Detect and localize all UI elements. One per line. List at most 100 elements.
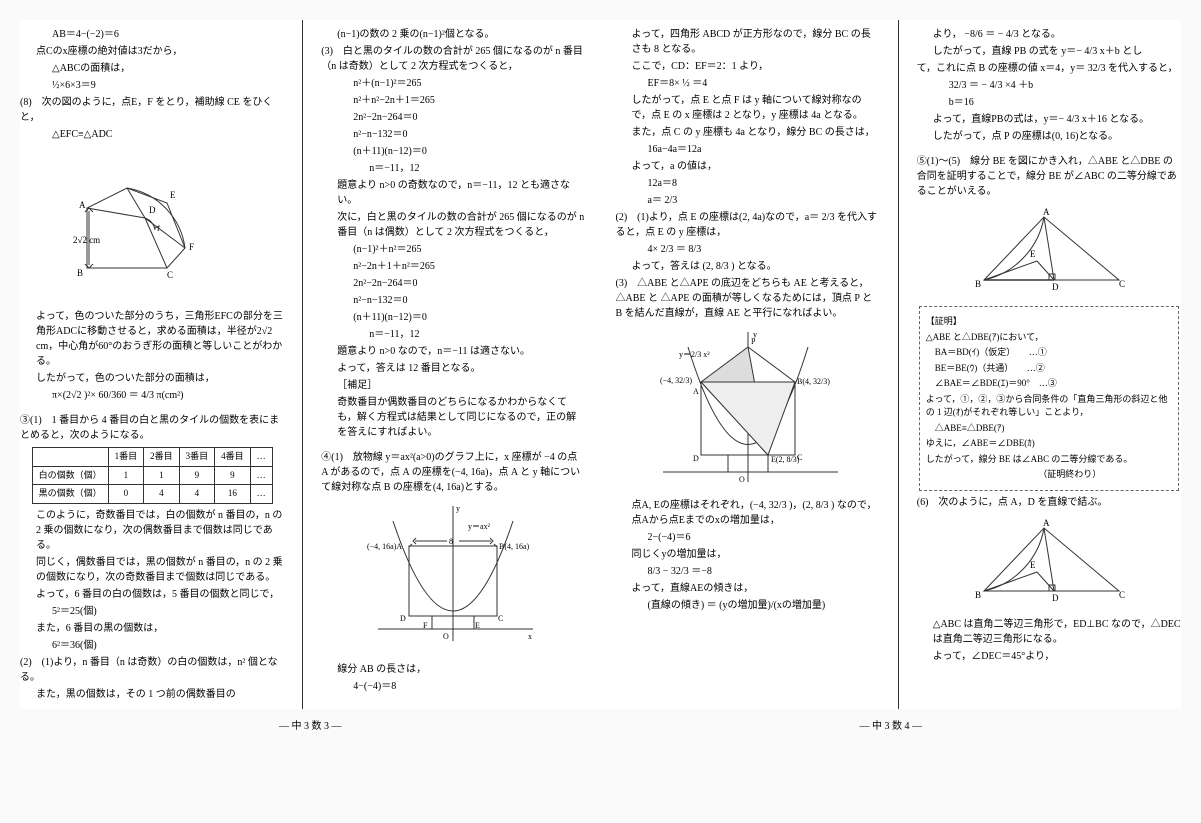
text-line: 2−(−4)＝6 <box>616 530 880 545</box>
text-line: 12a＝8 <box>616 176 880 191</box>
text-line: (n−1)の数の 2 乗の(n−1)²個となる。 <box>321 27 585 42</box>
text-line: b＝16 <box>917 95 1181 110</box>
text-line: よって，直線PBの式は，y＝− 4/3 x＋16 となる。 <box>917 112 1181 127</box>
text-line: n²−2n＋1＋n²＝265 <box>321 259 585 274</box>
svg-text:C: C <box>1119 279 1125 289</box>
text-line: よって，答えは (2, 8/3 ) となる。 <box>616 259 880 274</box>
text-line: a＝ 2/3 <box>616 193 880 208</box>
text-line: n²−n−132＝0 <box>321 127 585 142</box>
table-header-cell: 3番目 <box>179 448 215 467</box>
text-line: したがって，直線 PB の式を y＝− 4/3 x＋b とし <box>917 44 1181 59</box>
svg-text:D: D <box>693 454 699 463</box>
text-line: (8) 次の図のように，点E，F をとり，補助線 CE をひくと， <box>20 95 284 125</box>
table-cell: 4 <box>179 485 215 504</box>
text-line: したがって，点 P の座標は(0, 16)となる。 <box>917 129 1181 144</box>
fig-q5-triangle-1: A B C D E <box>917 205 1181 300</box>
text-line: (3) △ABE と△APE の底辺をどちらも AE と考えると，△ABE と … <box>616 276 880 321</box>
text-line: n＝−11，12 <box>321 161 585 176</box>
text-line: ½×6×3＝9 <box>20 78 284 93</box>
proof-line: ∠BAE＝∠BDE(ｴ)＝90° …③ <box>926 377 1172 391</box>
table-cell: 9 <box>179 466 215 485</box>
text-line: また，点 C の y 座標も 4a となり，線分 BC の長さは， <box>616 125 880 140</box>
text-line: より， −8/6 ＝ − 4/3 となる。 <box>917 27 1181 42</box>
svg-text:y＝2/3 x²: y＝2/3 x² <box>679 350 710 359</box>
text-line: 題意より n>0 なので，n＝−11 は適さない。 <box>321 344 585 359</box>
text-line: △ABC は直角二等辺三角形で，ED⊥BC なので，△DEC は直角二等辺三角形… <box>917 617 1181 647</box>
text-line: 32/3 ＝ − 4/3 ×4 ＋b <box>917 78 1181 93</box>
table-header-cell: 1番目 <box>108 448 144 467</box>
svg-text:D: D <box>1052 282 1059 292</box>
table-cell: 黒の個数（個） <box>32 485 108 504</box>
table-cell: 0 <box>108 485 144 504</box>
text-line: また，6 番目の黒の個数は， <box>20 621 284 636</box>
text-line: n＝−11，12 <box>321 327 585 342</box>
text-line: (2) (1)より，n 番目（n は奇数）の白の個数は，n² 個となる。 <box>20 655 284 685</box>
proof-line: △ABE と△DBE(ｱ)において， <box>926 331 1172 345</box>
table-header-cell: 2番目 <box>144 448 180 467</box>
table-cell: 16 <box>215 485 251 504</box>
text-line: EF＝8× ½ ＝4 <box>616 76 880 91</box>
text-line: よって，∠DEC＝45°より， <box>917 649 1181 664</box>
svg-text:F: F <box>423 621 428 630</box>
proof-title: 【証明】 <box>926 315 1172 329</box>
svg-text:A: A <box>1043 207 1050 217</box>
proof-line: ゆえに，∠ABE＝∠DBE(ｶ) <box>926 437 1172 451</box>
text-line: 奇数番目か偶数番目のどちらになるかわからなくても，解く方程式は結果として同じにな… <box>321 395 585 440</box>
table-cell: 4 <box>144 485 180 504</box>
text-line: 16a−4a＝12a <box>616 142 880 157</box>
proof-line: BE＝BE(ｳ)（共通） …② <box>926 362 1172 376</box>
text-line: 次に，白と黒のタイルの数の合計が 265 個になるのが n 番目（n は偶数）と… <box>321 210 585 240</box>
text-line: 4−(−4)＝8 <box>321 679 585 694</box>
svg-text:2√2 cm: 2√2 cm <box>73 235 100 245</box>
proof-line: △ABE≡△DBE(ｱ) <box>926 422 1172 436</box>
text-line: 線分 AB の長さは， <box>321 662 585 677</box>
svg-text:D: D <box>400 614 406 623</box>
text-line: (直線の傾き) ＝ (yの増加量)/(xの増加量) <box>616 598 880 613</box>
svg-text:B: B <box>975 279 981 289</box>
page-right: よって，四角形 ABCD が正方形なので，線分 BC の長さも 8 となる。ここ… <box>616 20 1182 709</box>
text-line: (n−1)²＋n²＝265 <box>321 242 585 257</box>
text-line: 点A, Eの座標はそれぞれ，(−4, 32/3 )，(2, 8/3 ) なので，… <box>616 498 880 528</box>
q5-head: ⑤(1)〜(5) 線分 BE を図にかき入れ，△ABE と△DBE の合同を証明… <box>917 154 1181 199</box>
text-line: したがって，色のついた部分の面積は， <box>20 371 284 386</box>
text-line: よって，色のついた部分のうち，三角形EFCの部分を三角形ADCに移動させると，求… <box>20 309 284 369</box>
table-cell: 1 <box>108 466 144 485</box>
svg-text:y: y <box>456 504 460 513</box>
text-line: て，これに点 B の座標の値 x＝4，y＝ 32/3 を代入すると， <box>917 61 1181 76</box>
table-header-cell: 4番目 <box>215 448 251 467</box>
table-cell: 白の個数（個） <box>32 466 108 485</box>
svg-text:y＝ax²: y＝ax² <box>468 522 491 531</box>
tiles-table: 1番目2番目3番目4番目…白の個数（個）1199…黒の個数（個）04416… <box>32 447 273 504</box>
col-divider-2 <box>898 20 899 709</box>
svg-text:(−4, 16a)A: (−4, 16a)A <box>367 542 402 551</box>
text-line: また，黒の個数は，その 1 つ前の偶数番目の <box>20 687 284 702</box>
text-line: 6²＝36(個) <box>20 638 284 653</box>
fig-parabola: (−4, 16a)A B(4, 16a) C D F E O y x y＝ax²… <box>321 501 585 656</box>
text-line: (n＋11)(n−12)＝0 <box>321 310 585 325</box>
svg-text:(−4, 32/3): (−4, 32/3) <box>660 376 692 385</box>
text-line: 同じく，偶数番目では，黒の個数が n 番目の，n の 2 乗の個数になり，次の奇… <box>20 555 284 585</box>
text-line: 4× 2/3 ＝ 8/3 <box>616 242 880 257</box>
proof-line: したがって，線分 BE は∠ABC の二等分線である。 <box>926 453 1172 467</box>
text-line: 8/3 − 32/3 ＝−8 <box>616 564 880 579</box>
svg-text:C: C <box>498 614 503 623</box>
text-line: よって，四角形 ABCD が正方形なので，線分 BC の長さも 8 となる。 <box>616 27 880 57</box>
svg-text:B(4, 16a): B(4, 16a) <box>499 542 530 551</box>
svg-text:B: B <box>975 590 981 600</box>
svg-text:x: x <box>528 632 532 641</box>
svg-text:C: C <box>167 270 173 280</box>
fig-q5-triangle-2: A B C D E <box>917 516 1181 611</box>
svg-text:y: y <box>753 330 757 339</box>
text-line: (3) 白と黒のタイルの数の合計が 265 個になるのが n 番目（n は奇数）… <box>321 44 585 74</box>
svg-text:A: A <box>693 387 699 396</box>
footer-left: — 中 3 数 3 — <box>20 709 601 734</box>
table-cell: 9 <box>215 466 251 485</box>
q4-head: ④(1) 放物線 y＝ax²(a>0)のグラフ上に，x 座標が −4 の点 A … <box>321 450 585 495</box>
proof-line: BA＝BD(ｲ)（仮定） …① <box>926 346 1172 360</box>
text-line: 2n²−2n−264＝0 <box>321 110 585 125</box>
text-line: π×(2√2 )²× 60/360 ＝ 4/3 π(cm²) <box>20 388 284 403</box>
text-line: (2) (1)より，点 E の座標は(2, 4a)なので，a＝ 2/3 を代入す… <box>616 210 880 240</box>
text-line: ここで，CD：EF＝2：1 より， <box>616 59 880 74</box>
svg-text:D: D <box>1052 593 1059 603</box>
text-line: AB＝4−(−2)＝6 <box>20 27 284 42</box>
